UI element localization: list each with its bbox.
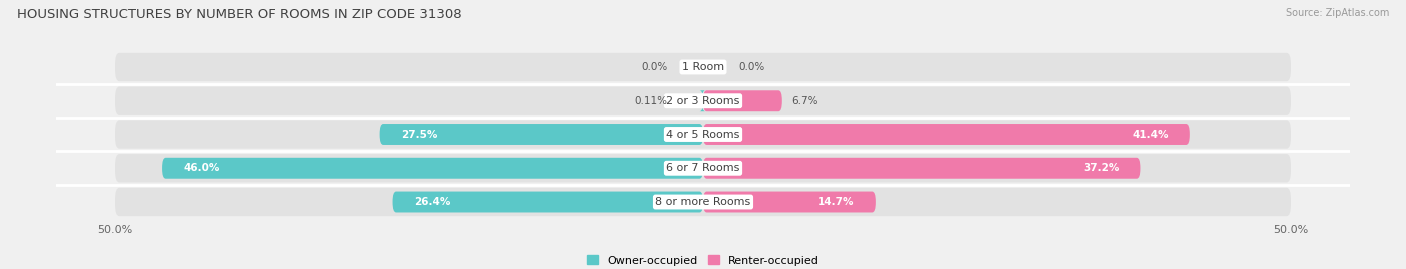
FancyBboxPatch shape bbox=[115, 120, 1291, 149]
Text: 27.5%: 27.5% bbox=[401, 129, 437, 140]
FancyBboxPatch shape bbox=[115, 154, 1291, 182]
FancyBboxPatch shape bbox=[703, 124, 1189, 145]
Text: 0.11%: 0.11% bbox=[634, 96, 668, 106]
Text: 26.4%: 26.4% bbox=[413, 197, 450, 207]
FancyBboxPatch shape bbox=[115, 188, 1291, 216]
Text: 0.0%: 0.0% bbox=[641, 62, 668, 72]
Text: Source: ZipAtlas.com: Source: ZipAtlas.com bbox=[1285, 8, 1389, 18]
FancyBboxPatch shape bbox=[115, 87, 1291, 115]
Text: 8 or more Rooms: 8 or more Rooms bbox=[655, 197, 751, 207]
Legend: Owner-occupied, Renter-occupied: Owner-occupied, Renter-occupied bbox=[582, 251, 824, 269]
Text: 41.4%: 41.4% bbox=[1132, 129, 1168, 140]
FancyBboxPatch shape bbox=[392, 192, 703, 213]
FancyBboxPatch shape bbox=[699, 90, 706, 111]
FancyBboxPatch shape bbox=[703, 192, 876, 213]
Text: 6 or 7 Rooms: 6 or 7 Rooms bbox=[666, 163, 740, 173]
FancyBboxPatch shape bbox=[380, 124, 703, 145]
FancyBboxPatch shape bbox=[162, 158, 703, 179]
Text: 2 or 3 Rooms: 2 or 3 Rooms bbox=[666, 96, 740, 106]
Text: 14.7%: 14.7% bbox=[818, 197, 855, 207]
FancyBboxPatch shape bbox=[703, 158, 1140, 179]
FancyBboxPatch shape bbox=[703, 90, 782, 111]
Text: 0.0%: 0.0% bbox=[738, 62, 765, 72]
FancyBboxPatch shape bbox=[115, 53, 1291, 81]
Text: 6.7%: 6.7% bbox=[792, 96, 818, 106]
Text: HOUSING STRUCTURES BY NUMBER OF ROOMS IN ZIP CODE 31308: HOUSING STRUCTURES BY NUMBER OF ROOMS IN… bbox=[17, 8, 461, 21]
Text: 37.2%: 37.2% bbox=[1083, 163, 1119, 173]
Text: 4 or 5 Rooms: 4 or 5 Rooms bbox=[666, 129, 740, 140]
Text: 46.0%: 46.0% bbox=[183, 163, 219, 173]
Text: 1 Room: 1 Room bbox=[682, 62, 724, 72]
